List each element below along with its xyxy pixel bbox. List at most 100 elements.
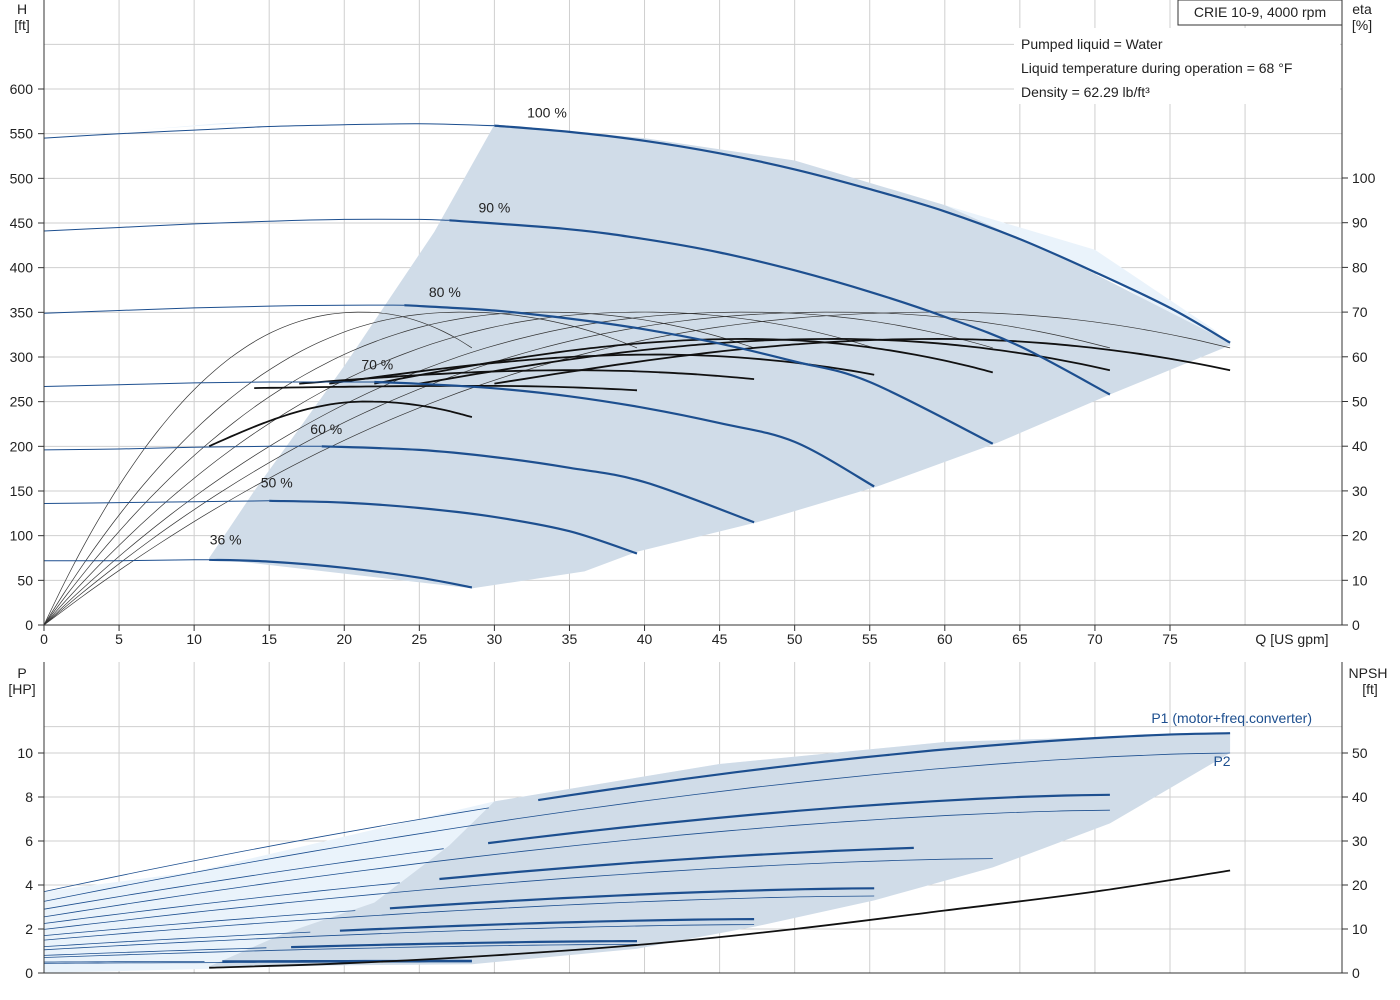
p1-curve-thin [43, 882, 400, 924]
p-tick-label: 6 [25, 833, 33, 849]
head-efficiency-panel: 100 %90 %80 %70 %60 %50 %36 %05010015020… [10, 0, 1376, 647]
speed-curve-label: 60 % [310, 421, 342, 437]
eta-tick-label: 40 [1352, 438, 1368, 454]
eta-tick-label: 100 [1352, 170, 1376, 186]
eta-tick-label: 20 [1352, 528, 1368, 544]
p1-curve-bold [339, 918, 755, 932]
head-curve-bold [449, 219, 1111, 396]
y-axis-label-symbol: H [17, 1, 27, 17]
eta-axis-label-symbol: eta [1352, 1, 1372, 17]
p1-label: P1 (motor+freq.converter) [1151, 710, 1312, 726]
p1-curve-bold [222, 959, 472, 963]
eta-tick-label: 90 [1352, 215, 1368, 231]
efficiency-bold-curve [208, 400, 473, 448]
p-axis-label-unit: [HP] [8, 681, 35, 697]
eta-tick-label: 10 [1352, 572, 1368, 588]
head-curve-bold [269, 499, 638, 555]
y-tick-label: 150 [10, 483, 34, 499]
p1-curve-thin [43, 807, 489, 892]
info-line: Density = 62.29 lb/ft³ [1021, 84, 1150, 100]
x-tick-label: 0 [40, 631, 48, 647]
npsh-tick-label: 30 [1352, 833, 1368, 849]
y-tick-label: 600 [10, 81, 34, 97]
p1-curve-thin [43, 961, 205, 963]
p-tick-label: 2 [25, 921, 33, 937]
head-curve-thin [43, 381, 375, 387]
y-tick-label: 450 [10, 215, 34, 231]
x-tick-label: 55 [862, 631, 878, 647]
p1-curve-thin [43, 931, 311, 947]
efficiency-thin-curve [43, 311, 993, 626]
efficiency-thin-curve [43, 311, 638, 626]
x-tick-label: 45 [712, 631, 728, 647]
efficiency-bold-curve [374, 338, 994, 385]
x-tick-label: 30 [487, 631, 503, 647]
head-curve-bold [404, 304, 994, 445]
speed-curve-label: 90 % [478, 199, 510, 215]
p2-curve [43, 809, 1110, 918]
head-curve-bold [374, 380, 875, 488]
head-curve-thin [43, 445, 322, 451]
x-tick-label: 40 [637, 631, 653, 647]
efficiency-thin-curve [43, 311, 875, 626]
head-curve-thin [43, 559, 210, 562]
p1-curve-bold [487, 793, 1110, 845]
p1-curve-thin [43, 848, 444, 910]
eta-tick-label: 50 [1352, 394, 1368, 410]
eta-tick-label: 70 [1352, 304, 1368, 320]
y-tick-label: 550 [10, 126, 34, 142]
y-tick-label: 0 [25, 617, 33, 633]
y-tick-label: 100 [10, 528, 34, 544]
eta-axis-label-unit: [%] [1352, 17, 1372, 33]
p2-label: P2 [1213, 753, 1230, 769]
power-npsh-panel: 0 2 4 6 8 10 0 10 20 30 40 50 P[HP] NPSH[ft] P1 (motor… [8, 662, 1387, 981]
efficiency-thin-curve [43, 311, 473, 626]
chart-title: CRIE 10-9, 4000 rpm [1194, 4, 1326, 20]
npsh-tick-label: 40 [1352, 789, 1368, 805]
head-curve-bold [321, 445, 755, 524]
speed-curve-label: 50 % [261, 474, 293, 490]
x-tick-label: 60 [937, 631, 953, 647]
npsh-axis-label-symbol: NPSH [1349, 665, 1388, 681]
p2-curve [43, 961, 472, 964]
p2-curve [43, 858, 993, 930]
p1-curve-bold [389, 887, 875, 910]
y-tick-label: 200 [10, 438, 34, 454]
y-tick-label: 250 [10, 394, 34, 410]
head-curve-thin [43, 304, 405, 314]
p1-curve-bold [538, 732, 1231, 802]
x-tick-label: 50 [787, 631, 803, 647]
y-tick-label: 400 [10, 260, 34, 276]
x-tick-label: 75 [1162, 631, 1178, 647]
npsh-tick-label: 20 [1352, 877, 1368, 893]
eta-tick-label: 80 [1352, 259, 1368, 275]
npsh-tick-label: 50 [1352, 745, 1368, 761]
p2-curve [43, 752, 1231, 902]
npsh-curve [209, 869, 1231, 969]
info-line: Pumped liquid = Water [1021, 36, 1163, 52]
speed-curve-label: 100 % [527, 105, 567, 121]
info-box [1014, 28, 1340, 104]
x-tick-label: 25 [412, 631, 428, 647]
efficiency-bold-curve [494, 338, 1231, 385]
x-tick-label: 5 [115, 631, 123, 647]
p-tick-label: 0 [25, 965, 33, 981]
speed-curve-label: 36 % [210, 532, 242, 548]
efficiency-thin-curve [43, 311, 755, 626]
p-axis-label-symbol: P [17, 665, 26, 681]
x-tick-label: 65 [1012, 631, 1028, 647]
p-tick-label: 4 [25, 877, 33, 893]
eta-tick-label: 0 [1352, 617, 1360, 633]
npsh-tick-label: 0 [1352, 965, 1360, 981]
x-axis-label: Q [US gpm] [1255, 631, 1328, 647]
x-tick-label: 70 [1087, 631, 1103, 647]
head-curve-thin [43, 500, 270, 504]
x-tick-label: 10 [186, 631, 202, 647]
y-tick-label: 50 [17, 572, 33, 588]
x-tick-label: 20 [336, 631, 352, 647]
p-tick-label: 8 [25, 789, 33, 805]
npsh-tick-label: 10 [1352, 921, 1368, 937]
power-region-dark [209, 733, 1231, 967]
p2-curve [43, 895, 875, 941]
p-tick-label: 10 [17, 745, 33, 761]
